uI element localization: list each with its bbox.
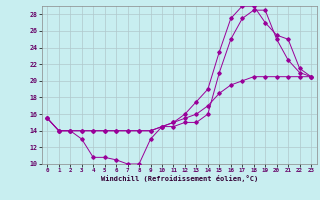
X-axis label: Windchill (Refroidissement éolien,°C): Windchill (Refroidissement éolien,°C): [100, 175, 258, 182]
